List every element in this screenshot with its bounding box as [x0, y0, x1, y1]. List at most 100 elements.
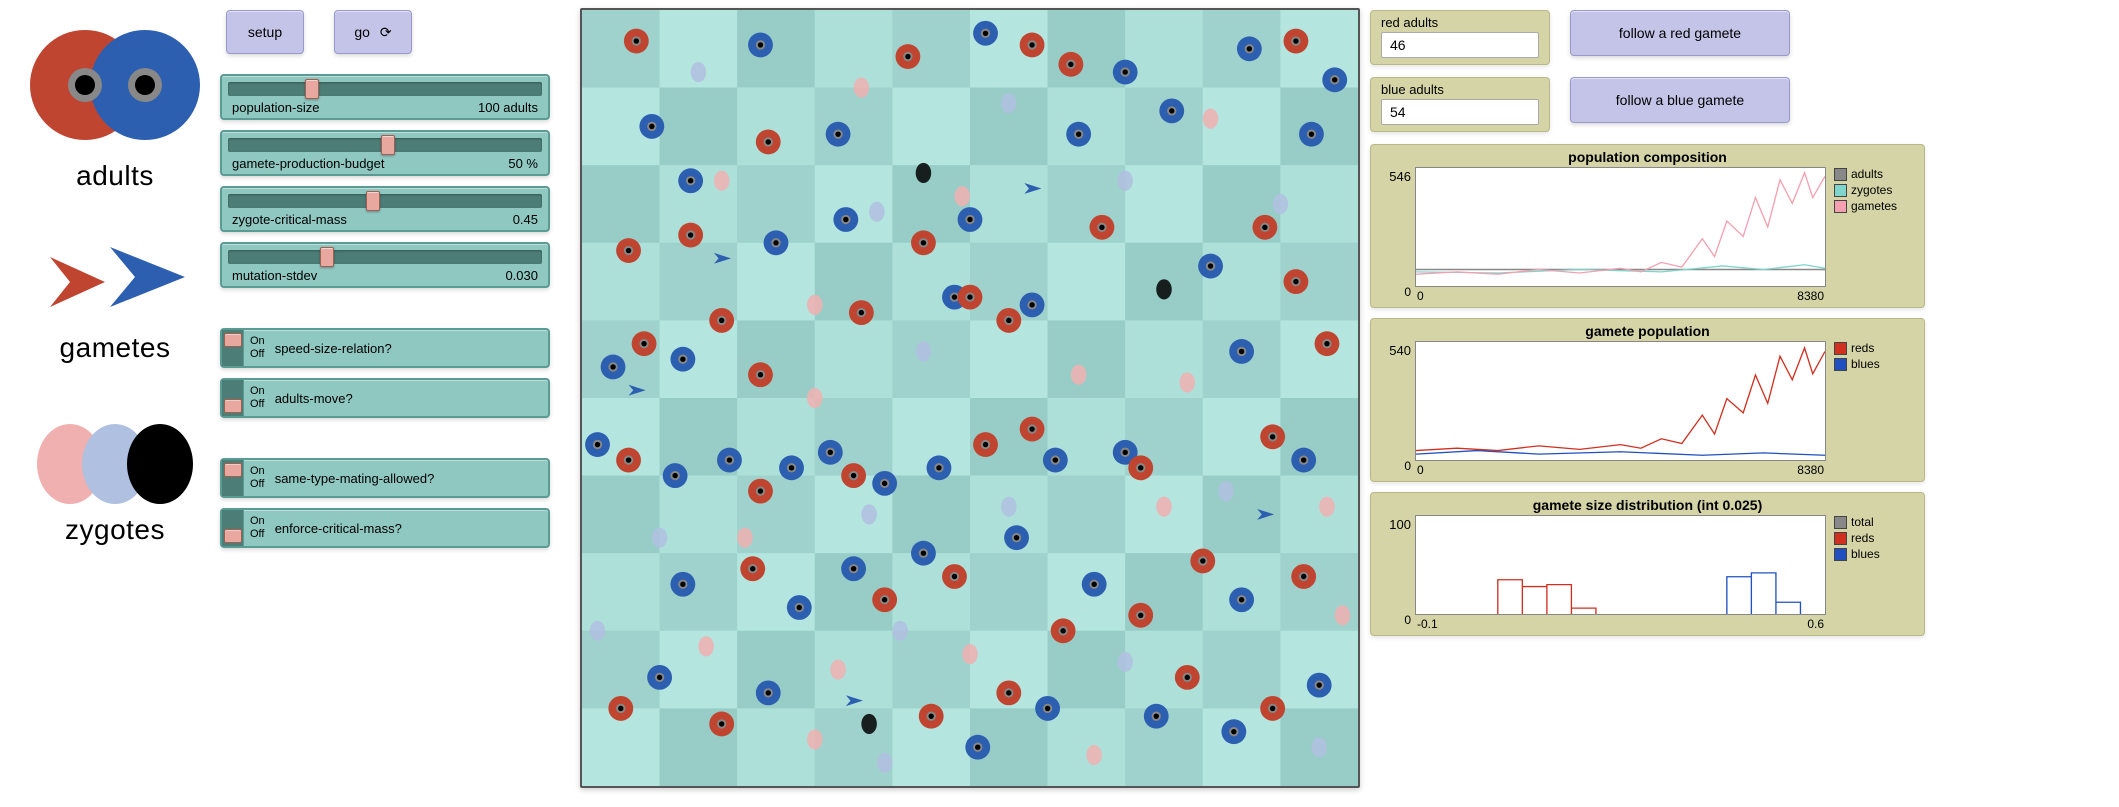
legend-gametes: gametes	[20, 242, 210, 364]
switch-toggle[interactable]	[222, 380, 244, 416]
plot-legend-item: gametes	[1834, 199, 1916, 213]
switch-toggle[interactable]	[222, 510, 244, 546]
switch-nub	[224, 399, 242, 413]
follow-red-button[interactable]: follow a red gamete	[1570, 10, 1790, 56]
plot-gamete-population-canvas	[1415, 341, 1826, 461]
zygotes-icon	[30, 414, 200, 504]
go-button[interactable]: go ⟳	[334, 10, 412, 54]
follow-blue-label: follow a blue gamete	[1616, 92, 1744, 108]
slider-mutation-stdev[interactable]: mutation-stdev 0.030	[220, 242, 550, 288]
plot-legend-item: total	[1834, 515, 1916, 529]
switch-nub	[224, 333, 242, 347]
switch-toggle[interactable]	[222, 330, 244, 366]
slider-track	[228, 82, 542, 96]
slider-thumb[interactable]	[305, 79, 319, 99]
world-view[interactable]	[580, 8, 1360, 788]
plot-population-composition-xmin: 0	[1417, 289, 1424, 303]
plot-swatch	[1834, 516, 1847, 529]
plot-legend-label: total	[1851, 515, 1874, 529]
switch-onoff-labels: OnOff	[244, 515, 269, 541]
setup-button-label: setup	[248, 24, 282, 40]
plot-legend-label: reds	[1851, 341, 1874, 355]
monitor-red-adults: red adults 46	[1370, 10, 1550, 65]
slider-thumb[interactable]	[320, 247, 334, 267]
plot-gamete-population-title: gamete population	[1379, 323, 1916, 339]
switch-label: speed-size-relation?	[275, 341, 392, 356]
switch-same-type[interactable]: OnOff same-type-mating-allowed?	[220, 458, 550, 498]
plot-gamete-population-legend: reds blues	[1826, 341, 1916, 373]
slider-label: gamete-production-budget	[232, 156, 385, 171]
plot-population-composition: population composition 546 0 8380 adults	[1370, 144, 1925, 308]
plot-gamete-population-xmax: 8380	[1797, 463, 1824, 477]
plot-swatch	[1834, 200, 1847, 213]
plot-swatch	[1834, 532, 1847, 545]
switch-toggle[interactable]	[222, 460, 244, 496]
slider-thumb[interactable]	[366, 191, 380, 211]
plot-swatch	[1834, 168, 1847, 181]
slider-label: mutation-stdev	[232, 268, 317, 283]
plot-legend-label: adults	[1851, 167, 1883, 181]
legend-adults-label: adults	[20, 160, 210, 192]
switch-enforce[interactable]: OnOff enforce-critical-mass?	[220, 508, 550, 548]
follow-red-label: follow a red gamete	[1619, 25, 1741, 41]
controls-panel: setup go ⟳ population-size 100 adults gam…	[220, 0, 570, 807]
plot-gamete-size-dist-canvas	[1415, 515, 1826, 615]
plot-population-composition-title: population composition	[1379, 149, 1916, 165]
switch-speed-size[interactable]: OnOff speed-size-relation?	[220, 328, 550, 368]
plot-legend-item: adults	[1834, 167, 1916, 181]
plot-legend-item: zygotes	[1834, 183, 1916, 197]
follow-blue-button[interactable]: follow a blue gamete	[1570, 77, 1790, 123]
slider-zygote-mass[interactable]: zygote-critical-mass 0.45	[220, 186, 550, 232]
legend-adults: adults	[20, 20, 210, 192]
plot-population-composition-ymax: 546	[1379, 167, 1415, 184]
slider-track	[228, 250, 542, 264]
switch-label: adults-move?	[275, 391, 353, 406]
slider-thumb[interactable]	[381, 135, 395, 155]
legend-gametes-label: gametes	[20, 332, 210, 364]
switch-nub	[224, 529, 242, 543]
plot-gamete-size-dist-ymin: 0	[1379, 613, 1415, 627]
slider-label: population-size	[232, 100, 319, 115]
plot-population-composition-legend: adults zygotes gametes	[1826, 167, 1916, 215]
loop-icon: ⟳	[380, 24, 392, 41]
plot-gamete-size-dist-legend: total reds blues	[1826, 515, 1916, 563]
plot-gamete-size-dist-xmax: 0.6	[1807, 617, 1824, 631]
slider-value: 0.45	[513, 212, 538, 227]
plot-population-composition-canvas	[1415, 167, 1826, 287]
plot-legend-label: blues	[1851, 357, 1880, 371]
right-panel: red adults 46 follow a red gamete blue a…	[1370, 0, 2119, 807]
legend-zygotes-label: zygotes	[20, 514, 210, 546]
plot-swatch	[1834, 184, 1847, 197]
switch-label: enforce-critical-mass?	[275, 521, 402, 536]
go-button-label: go	[354, 24, 370, 40]
setup-button[interactable]: setup	[226, 10, 304, 54]
slider-label: zygote-critical-mass	[232, 212, 347, 227]
plot-gamete-size-dist: gamete size distribution (int 0.025) 100…	[1370, 492, 1925, 636]
slider-value: 0.030	[505, 268, 538, 283]
gametes-icon	[35, 242, 195, 322]
plot-gamete-population-ymax: 540	[1379, 341, 1415, 358]
plot-legend-label: reds	[1851, 531, 1874, 545]
plot-legend-label: blues	[1851, 547, 1880, 561]
plot-gamete-population-ymin: 0	[1379, 459, 1415, 473]
switch-onoff-labels: OnOff	[244, 465, 269, 491]
plot-gamete-population-xmin: 0	[1417, 463, 1424, 477]
slider-gamete-budget[interactable]: gamete-production-budget 50 %	[220, 130, 550, 176]
plot-gamete-size-dist-ymax: 100	[1379, 515, 1415, 532]
legend-panel: adults gametes zygotes	[0, 0, 220, 807]
plot-population-composition-xmax: 8380	[1797, 289, 1824, 303]
slider-population-size[interactable]: population-size 100 adults	[220, 74, 550, 120]
plot-legend-item: reds	[1834, 531, 1916, 545]
monitor-blue-adults-value: 54	[1381, 99, 1539, 125]
plot-swatch	[1834, 358, 1847, 371]
plot-swatch	[1834, 342, 1847, 355]
plot-gamete-size-dist-title: gamete size distribution (int 0.025)	[1379, 497, 1916, 513]
plot-legend-item: reds	[1834, 341, 1916, 355]
switch-adults-move[interactable]: OnOff adults-move?	[220, 378, 550, 418]
monitor-red-adults-label: red adults	[1381, 15, 1539, 30]
legend-zygotes: zygotes	[20, 414, 210, 546]
slider-track	[228, 194, 542, 208]
switch-onoff-labels: OnOff	[244, 335, 269, 361]
switch-label: same-type-mating-allowed?	[275, 471, 435, 486]
slider-value: 50 %	[508, 156, 538, 171]
